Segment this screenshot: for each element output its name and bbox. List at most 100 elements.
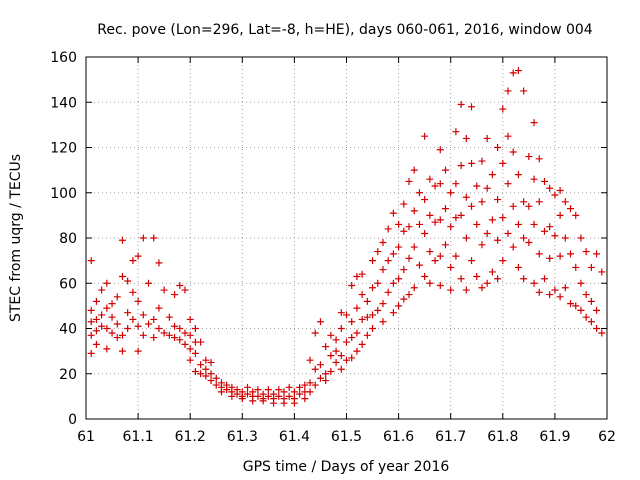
x-tick-label: 61.7 <box>435 429 466 445</box>
data-point <box>207 370 215 378</box>
data-point <box>145 320 153 328</box>
data-point <box>488 171 496 179</box>
data-point <box>150 234 158 242</box>
data-point <box>504 87 512 95</box>
data-point <box>395 302 403 310</box>
data-point <box>520 87 528 95</box>
data-point <box>129 257 137 265</box>
data-point <box>124 309 132 317</box>
x-tick-label: 61.2 <box>175 429 206 445</box>
data-point <box>504 132 512 140</box>
data-point <box>285 383 293 391</box>
data-point <box>280 388 288 396</box>
data-point <box>514 171 522 179</box>
data-point <box>452 252 460 260</box>
data-point <box>499 105 507 113</box>
data-point <box>400 266 408 274</box>
data-point <box>572 211 580 219</box>
data-point <box>191 325 199 332</box>
data-point <box>441 241 449 249</box>
data-point <box>103 325 111 332</box>
data-point <box>264 392 272 400</box>
data-point <box>587 318 595 326</box>
data-point <box>504 229 512 237</box>
data-point <box>186 331 194 339</box>
data-point <box>483 279 491 287</box>
data-point <box>374 279 382 287</box>
data-point <box>561 198 569 206</box>
data-point <box>530 175 538 183</box>
data-point <box>306 388 314 396</box>
data-point <box>311 381 319 389</box>
data-point <box>181 340 189 348</box>
y-tick-label: 160 <box>50 50 77 66</box>
data-point <box>358 340 366 348</box>
data-point <box>176 325 184 332</box>
data-point <box>426 248 434 256</box>
data-point <box>87 318 95 326</box>
data-point <box>468 159 476 167</box>
data-point <box>546 254 554 262</box>
data-point <box>421 272 429 280</box>
data-point <box>587 297 595 305</box>
data-point <box>353 304 361 312</box>
data-point <box>593 306 601 314</box>
data-point <box>254 392 262 400</box>
data-point <box>546 184 554 192</box>
data-point <box>415 220 423 228</box>
data-point <box>244 390 252 398</box>
data-point <box>436 146 444 154</box>
data-point <box>540 177 548 185</box>
data-point <box>462 234 470 242</box>
data-point <box>525 239 533 247</box>
data-point <box>129 315 137 323</box>
data-point <box>441 166 449 174</box>
data-point <box>405 223 413 231</box>
data-point <box>353 347 361 355</box>
data-point <box>212 374 220 382</box>
x-tick-label: 61.9 <box>539 429 570 445</box>
data-point <box>150 315 158 323</box>
data-point <box>176 336 184 344</box>
data-point <box>415 189 423 197</box>
data-point <box>535 250 543 258</box>
data-point <box>426 175 434 183</box>
data-point <box>316 318 324 326</box>
data-point <box>436 282 444 290</box>
data-point <box>155 304 163 312</box>
data-point <box>322 343 330 351</box>
y-tick-label: 60 <box>59 276 77 292</box>
data-point <box>118 347 126 355</box>
data-point <box>499 159 507 167</box>
data-point <box>426 279 434 287</box>
data-point <box>290 388 298 396</box>
data-point <box>327 331 335 339</box>
data-point <box>353 329 361 337</box>
data-point <box>567 250 575 258</box>
data-point <box>478 157 486 165</box>
data-point <box>379 300 387 308</box>
data-point <box>301 381 309 389</box>
data-point <box>530 119 538 127</box>
data-point <box>379 266 387 274</box>
data-point <box>384 288 392 296</box>
data-point <box>134 322 142 330</box>
data-point <box>389 279 397 287</box>
data-point <box>98 286 106 294</box>
data-point <box>358 315 366 323</box>
data-point <box>457 101 465 109</box>
data-point <box>540 275 548 283</box>
data-point <box>551 232 559 240</box>
data-point <box>400 227 408 235</box>
data-point <box>92 315 100 323</box>
data-point <box>285 392 293 400</box>
data-point <box>358 270 366 278</box>
data-point <box>327 367 335 375</box>
data-point <box>155 325 163 332</box>
data-point <box>577 279 585 287</box>
data-point <box>452 214 460 222</box>
x-tick-label: 61.4 <box>279 429 310 445</box>
data-point <box>421 229 429 237</box>
data-point <box>379 318 387 326</box>
data-point <box>280 399 288 407</box>
